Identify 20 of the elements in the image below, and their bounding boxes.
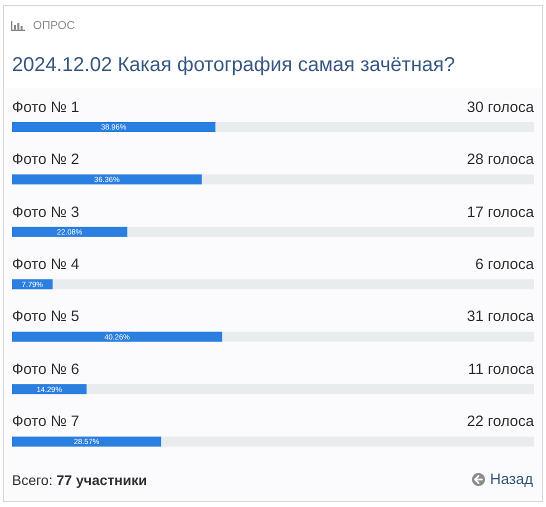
text: ОПРОС — [33, 20, 75, 32]
y-tick-label: Фото № 7 — [12, 413, 80, 430]
annotation: 30 голоса — [466, 98, 534, 116]
bar — [12, 384, 87, 394]
text: Назад — [490, 471, 533, 488]
y-tick-label: Фото № 6 — [12, 360, 80, 378]
chart-title: 2024.12.02 Какая фотография самая зачётная? — [12, 54, 455, 76]
annotation: 17 голоса — [466, 204, 534, 221]
y-tick-label: Фото № 3 — [12, 204, 80, 221]
y-tick-label: Фото № 2 — [12, 151, 80, 168]
annotation: 6 голоса — [475, 256, 534, 273]
y-tick-label: Фото № 5 — [12, 308, 80, 326]
annotation: 31 голоса — [466, 308, 534, 326]
annotation: 11 голоса — [468, 360, 534, 378]
y-tick-label: Фото № 4 — [12, 256, 80, 273]
annotation: 28 голоса — [466, 151, 534, 168]
text: Всего: 77 участники — [12, 472, 147, 488]
bar — [12, 226, 128, 237]
y-tick-label: Фото № 1 — [12, 98, 80, 116]
annotation: 22 голоса — [466, 413, 534, 430]
